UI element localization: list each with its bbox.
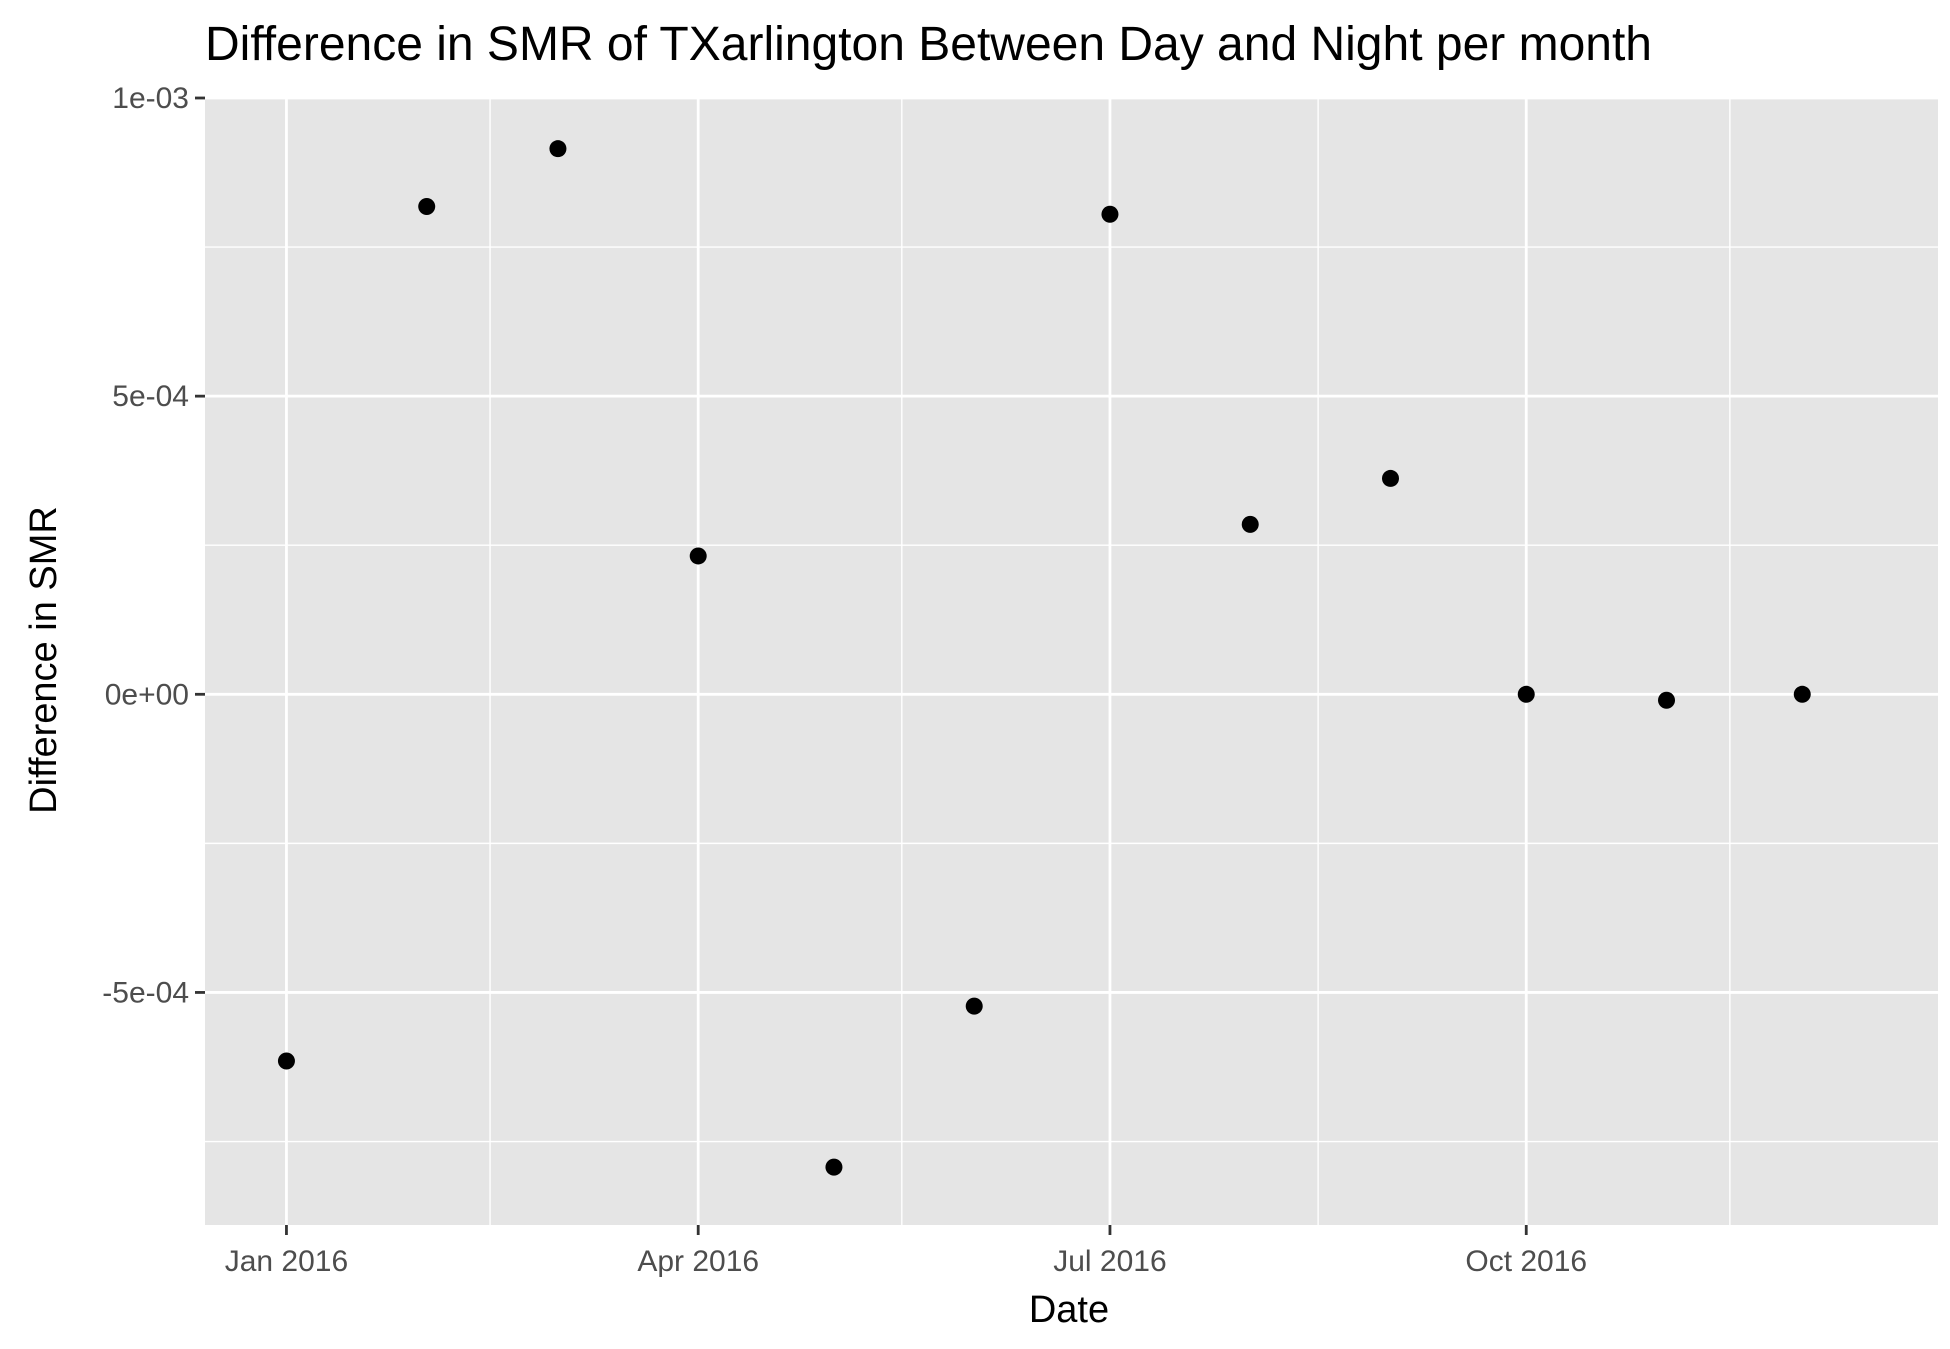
y-tick-label: 0e+00 <box>105 678 189 711</box>
data-point <box>1101 205 1119 223</box>
y-axis-title: Difference in SMR <box>23 506 65 814</box>
data-point <box>277 1052 295 1070</box>
plot-panel <box>205 98 1938 1225</box>
data-point <box>1517 685 1535 703</box>
minor-gridlines <box>205 98 1938 1225</box>
y-tick-label: 5e-04 <box>112 380 189 413</box>
data-point <box>1658 691 1676 709</box>
major-gridlines <box>205 96 1938 1225</box>
data-point <box>825 1158 843 1176</box>
data-points <box>277 140 1811 1176</box>
x-tick-label: Jan 2016 <box>225 1245 348 1278</box>
data-point <box>549 140 567 158</box>
data-point <box>418 198 436 216</box>
data-point <box>1381 469 1399 487</box>
y-axis-tick-labels: 1e-03 5e-04 0e+00 -5e-04 <box>102 82 189 1009</box>
y-tick-label: 1e-03 <box>112 82 189 115</box>
data-point <box>1793 685 1811 703</box>
data-point <box>689 547 707 565</box>
x-tick-label: Apr 2016 <box>637 1245 759 1278</box>
axis-ticks <box>195 96 1528 1235</box>
x-tick-label: Oct 2016 <box>1465 1245 1587 1278</box>
chart-title: Difference in SMR of TXarlington Between… <box>205 18 1652 71</box>
x-axis-title: Date <box>1029 1289 1109 1331</box>
data-point <box>1241 515 1259 533</box>
x-tick-label: Jul 2016 <box>1053 1245 1166 1278</box>
x-axis-tick-labels: Jan 2016 Apr 2016 Jul 2016 Oct 2016 <box>225 1245 1587 1278</box>
data-point <box>965 997 983 1015</box>
y-tick-label: -5e-04 <box>102 976 189 1009</box>
